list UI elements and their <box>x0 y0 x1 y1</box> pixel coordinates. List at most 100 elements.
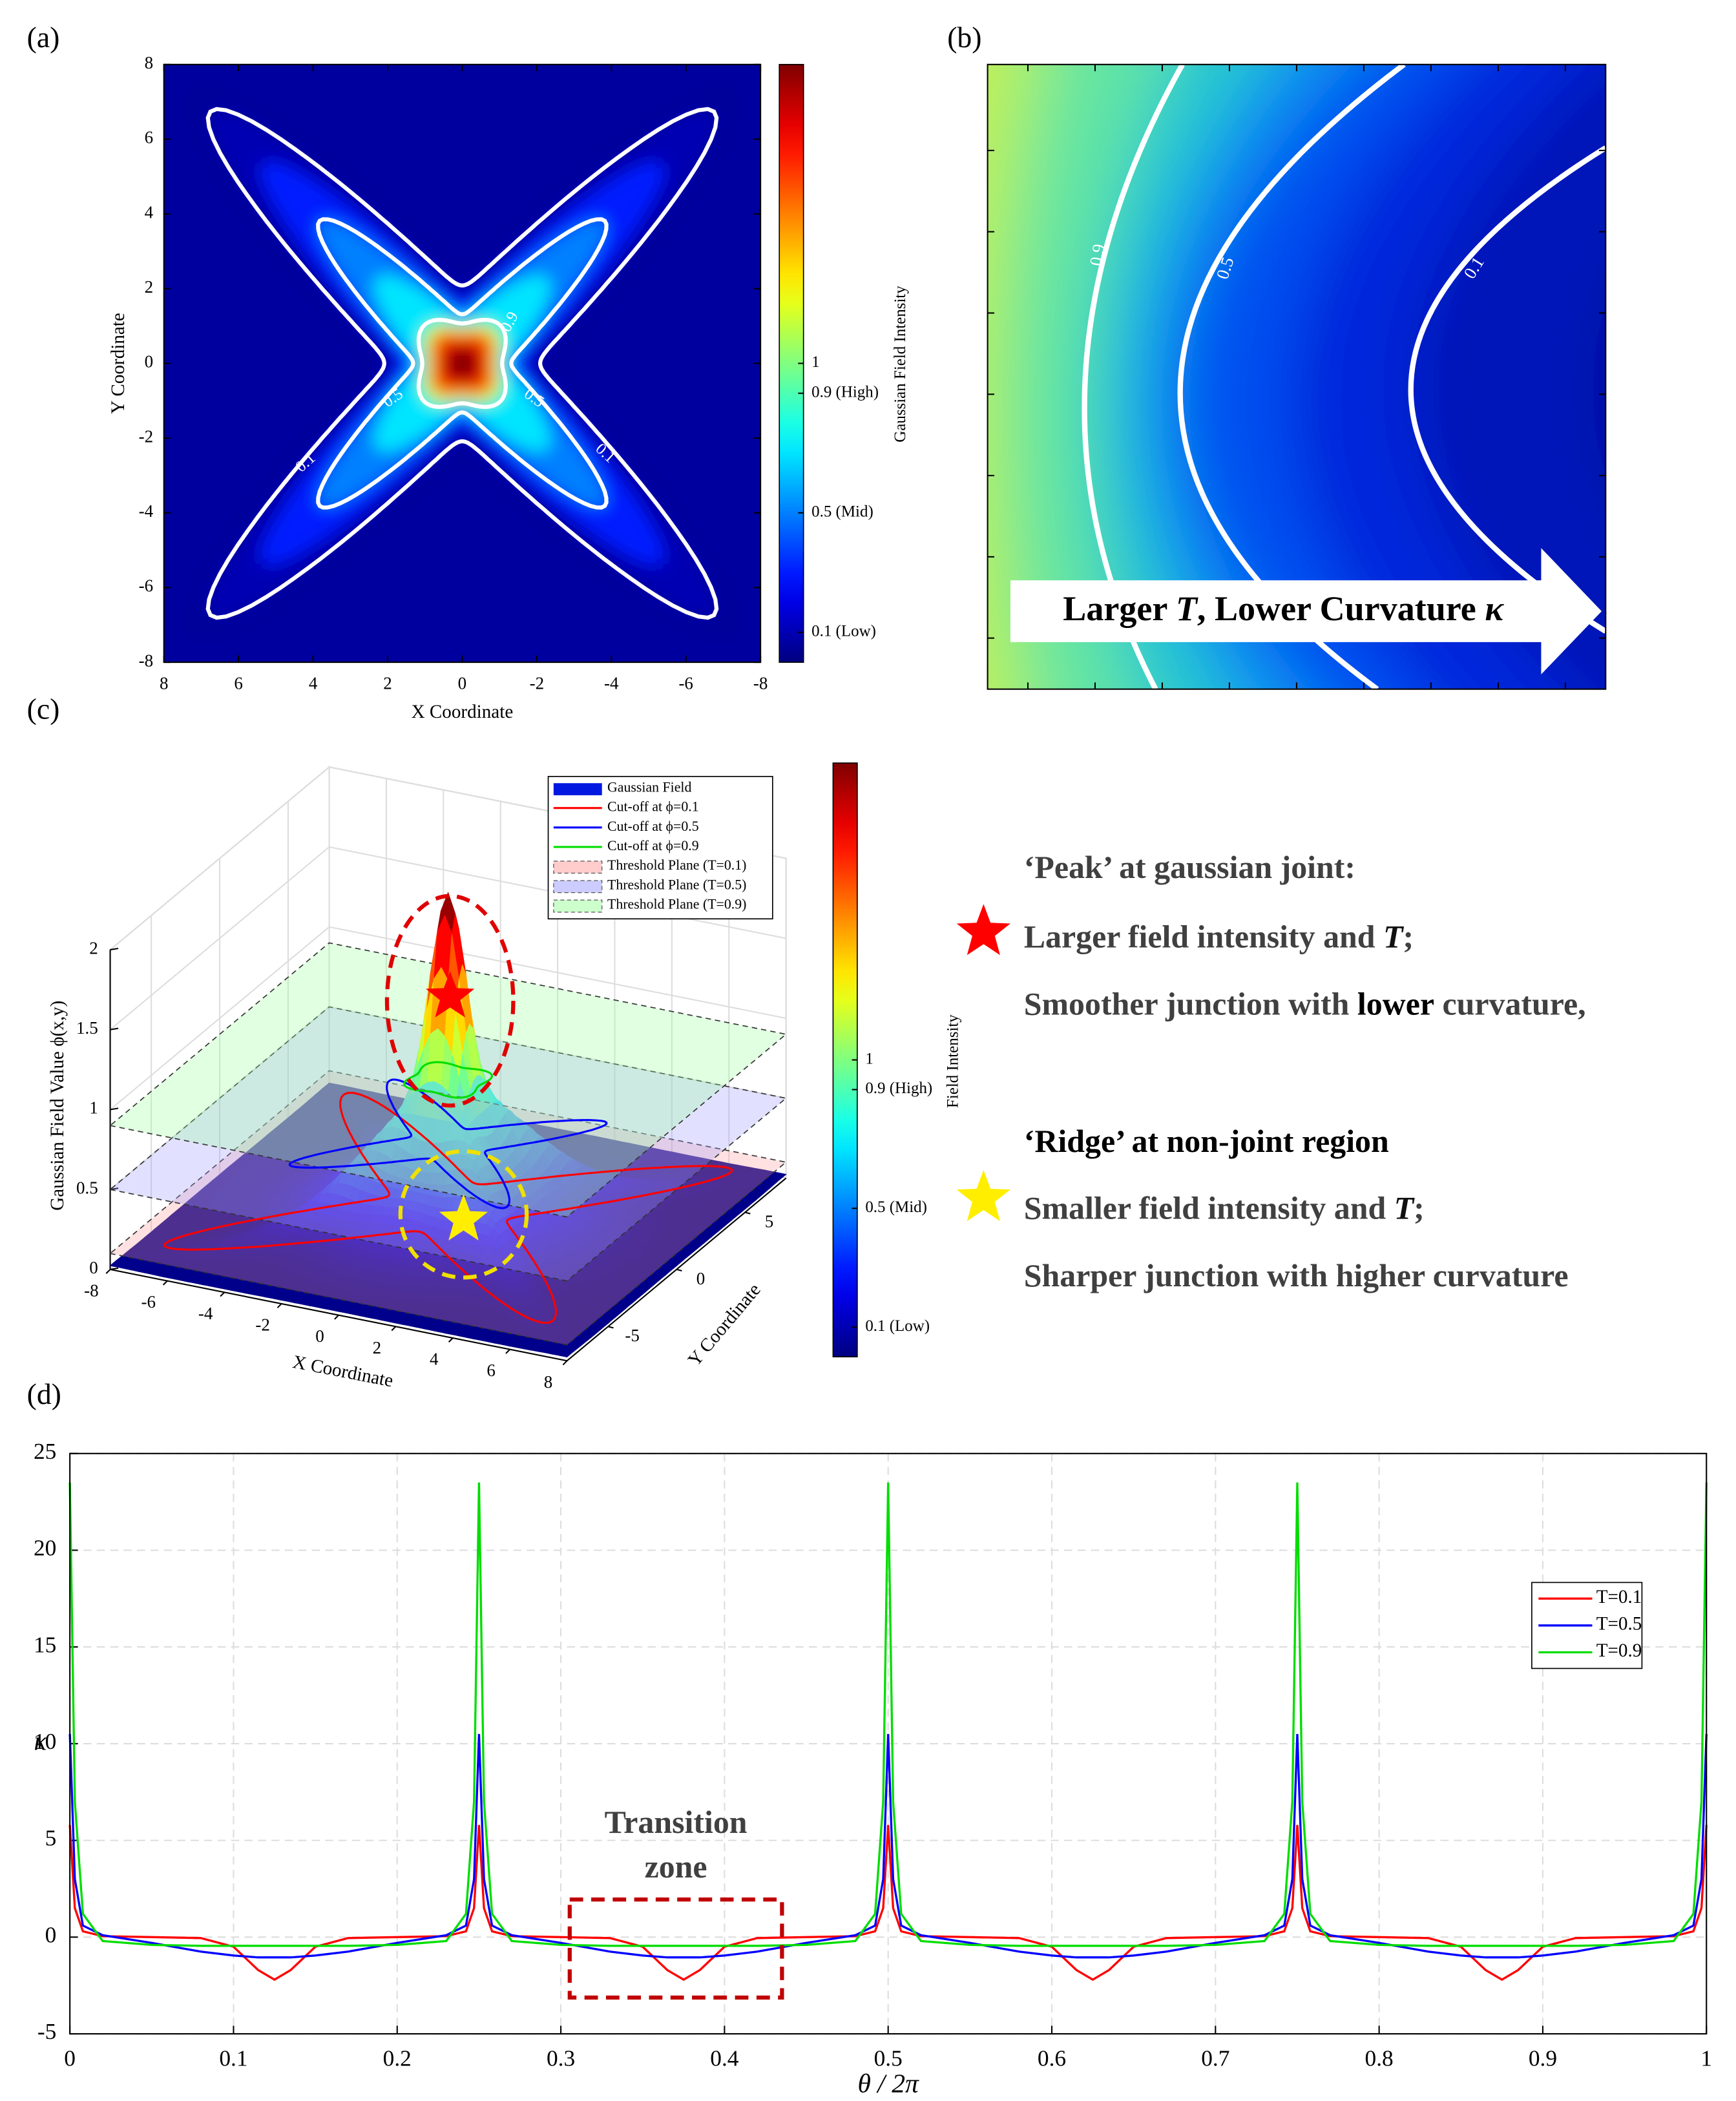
x-tick-label: 8 <box>544 1372 553 1392</box>
legend-label: T=0.1 <box>1596 1587 1642 1607</box>
x-tick <box>277 1303 282 1308</box>
x-tick-label: -6 <box>678 674 693 693</box>
side-text-part: ; <box>1414 1191 1425 1226</box>
colorbar-label: Field Intensity <box>944 1014 961 1108</box>
legend-swatch <box>553 880 603 894</box>
y-tick-label: 5 <box>765 1211 774 1231</box>
x-tick-label: -8 <box>753 674 768 693</box>
contour-line <box>1408 145 1606 634</box>
zoom-band <box>987 64 1009 689</box>
colorbar-tick-label: 1 <box>811 353 819 371</box>
side-text-part: Smoother junction with <box>1024 987 1357 1022</box>
y-tick-label: 0 <box>696 1269 706 1288</box>
x-tick-label: 2 <box>383 674 392 693</box>
colorbar-tick-label: 0.5 (Mid) <box>811 503 873 520</box>
heatmap-field <box>187 89 737 638</box>
z-tick <box>110 947 119 951</box>
x-axis-label: X Coordinate <box>291 1352 395 1391</box>
side-heading: ‘Peak’ at gaussian joint: <box>1024 850 1355 885</box>
transition-box <box>567 1897 784 2000</box>
x-tick-label: 0 <box>64 2045 76 2071</box>
colorbar-tick-label: 0.5 (Mid) <box>865 1198 927 1216</box>
panel-label: (c) <box>27 693 60 726</box>
side-text-part: T <box>1383 919 1405 955</box>
side-line: Smaller field intensity and T; <box>1024 1191 1425 1226</box>
x-tick-label: 0.8 <box>1365 2045 1394 2071</box>
x-tick-label: 0 <box>458 674 467 693</box>
y-tick-label: -2 <box>139 426 154 446</box>
x-tick-label: -4 <box>198 1304 213 1323</box>
legend-swatch <box>553 861 603 874</box>
arrow <box>1010 548 1602 674</box>
side-text: ‘Peak’ at gaussian joint: Larger field i… <box>1024 850 1586 1293</box>
arrow-text-part: Larger <box>1063 590 1176 629</box>
colorbar-tick-label: 1 <box>865 1050 873 1067</box>
x-tick <box>220 1291 225 1297</box>
x-tick <box>334 1314 339 1320</box>
y-tick-label: 8 <box>145 53 154 72</box>
legend-label: Gaussian Field <box>607 780 691 795</box>
x-tick-label: 0.4 <box>710 2045 739 2071</box>
z-tick <box>110 1027 119 1030</box>
colorbar-tick-label: 0.9 (High) <box>811 383 879 401</box>
colorbar-tick-label: 0.9 (High) <box>865 1080 932 1097</box>
side-line: Smoother junction with lower curvature, <box>1024 987 1586 1022</box>
panel-label: (b) <box>947 21 981 54</box>
x-tick-label: -4 <box>604 674 619 693</box>
y-tick-label: 5 <box>45 1825 57 1851</box>
x-tick-label: 8 <box>160 674 169 693</box>
z-axis-label: Gaussian Field Value ϕ(x,y) <box>47 1001 68 1211</box>
x-tick-label: -2 <box>255 1315 270 1334</box>
side-line: Larger field intensity and T; <box>1024 919 1414 955</box>
x-tick-label: 4 <box>430 1350 439 1369</box>
z-tick-label: 0 <box>89 1258 98 1277</box>
x-tick <box>562 1360 568 1366</box>
side-star <box>956 904 1010 956</box>
arrow-text: Larger T, Lower Curvature κ <box>1063 590 1504 629</box>
legend-label: Cut-off at ϕ=0.1 <box>607 799 699 815</box>
y-tick-label: 2 <box>145 277 154 297</box>
colorbar-tick-label: 0.1 (Low) <box>865 1317 930 1335</box>
y-tick-label: -4 <box>139 501 154 521</box>
y-axis-label: κ <box>34 1726 47 1755</box>
x-tick <box>448 1337 454 1343</box>
x-tick-label: 1 <box>1700 2045 1712 2071</box>
legend-swatch <box>553 899 603 913</box>
y-tick-label: 0 <box>45 1921 57 1947</box>
y-tick <box>744 1211 751 1215</box>
side-text-part: Larger field intensity and <box>1024 919 1383 955</box>
heat-layer <box>447 348 477 379</box>
x-tick-label: 6 <box>234 674 243 693</box>
colorbar-tick-label: 0.1 (Low) <box>811 623 876 640</box>
y-tick-label: 4 <box>145 202 154 222</box>
arrow-text-part: T <box>1176 590 1198 629</box>
legend-label: T=0.5 <box>1596 1614 1642 1635</box>
annotation: Transition <box>605 1804 748 1840</box>
y-tick <box>676 1268 682 1272</box>
panel-label: (a) <box>27 21 60 54</box>
z-tick-label: 1.5 <box>76 1018 98 1038</box>
annotation: zone <box>645 1849 707 1885</box>
panel-label: (d) <box>27 1377 61 1410</box>
zoom-heatmap: 0.10.50.9 <box>987 64 1606 689</box>
x-tick-label: 4 <box>309 674 318 693</box>
legend-label: Threshold Plane (T=0.5) <box>607 877 746 892</box>
side-text-part: curvature, <box>1434 987 1586 1022</box>
side-star <box>956 1170 1010 1222</box>
y-tick-label: 20 <box>34 1535 56 1561</box>
x-tick-label: -6 <box>141 1292 156 1312</box>
contour-line <box>416 317 508 409</box>
side-text-part: Smaller field intensity and <box>1024 1191 1394 1226</box>
y-tick-label: -8 <box>139 651 154 670</box>
contour-line <box>316 217 609 510</box>
y-tick <box>607 1326 614 1329</box>
arrow-text-part: , Lower Curvature <box>1197 590 1485 629</box>
zoom-field <box>987 64 1606 689</box>
x-tick-label: -2 <box>530 674 545 693</box>
y-axis-label: Y Coordinate <box>684 1280 765 1370</box>
zoom-band <box>987 64 1166 689</box>
y-tick-label: 0 <box>145 352 154 371</box>
colorbar-label: Gaussian Field Intensity <box>892 286 909 443</box>
y-tick-label: -5 <box>625 1326 640 1345</box>
